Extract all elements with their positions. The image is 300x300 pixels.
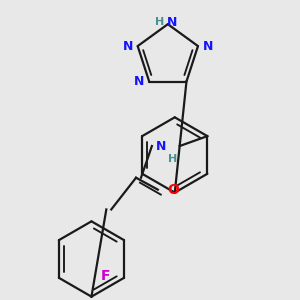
Text: N: N [155, 140, 166, 152]
Text: H: H [168, 154, 177, 164]
Text: F: F [101, 269, 110, 283]
Text: O: O [168, 183, 180, 196]
Text: H: H [155, 17, 164, 27]
Text: N: N [134, 75, 145, 88]
Text: N: N [203, 40, 213, 52]
Text: N: N [123, 40, 133, 52]
Text: N: N [167, 16, 177, 29]
